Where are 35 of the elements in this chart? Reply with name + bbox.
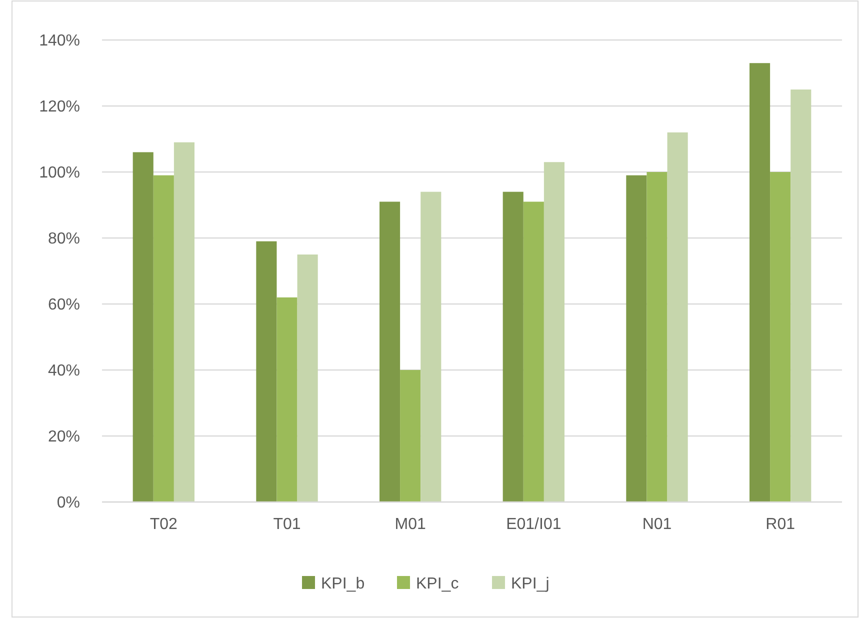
y-tick-label: 0%	[56, 494, 80, 512]
x-tick-label: N01	[642, 516, 672, 533]
bar	[420, 192, 442, 502]
bar	[256, 241, 277, 502]
bar	[523, 202, 544, 502]
y-tick-label: 100%	[39, 164, 80, 182]
y-tick-label: 40%	[48, 362, 80, 380]
x-tick-label: E01/I01	[506, 516, 562, 533]
bar	[770, 172, 791, 502]
bar	[174, 142, 194, 502]
y-tick-label: 20%	[48, 428, 80, 446]
bar	[790, 90, 812, 502]
y-tick-label: 80%	[48, 230, 80, 248]
x-tick-label: T02	[150, 516, 178, 533]
y-tick-label: 60%	[48, 296, 80, 314]
bar	[667, 132, 688, 502]
legend-label: KPI_c	[416, 576, 459, 593]
legend-label: KPI_b	[321, 576, 365, 593]
bar	[297, 254, 318, 502]
legend-label: KPI_j	[511, 576, 550, 593]
bar	[646, 172, 668, 502]
y-tick-label: 120%	[39, 98, 80, 116]
x-tick-label: M01	[394, 516, 426, 533]
bar	[276, 297, 298, 502]
bar	[380, 202, 400, 502]
y-tick-label: 140%	[39, 32, 80, 50]
x-tick-label: T01	[273, 516, 301, 533]
bar	[502, 192, 524, 502]
bar	[153, 175, 174, 502]
bar	[750, 63, 770, 502]
x-tick-label: R01	[766, 516, 796, 533]
bar	[400, 370, 421, 502]
bar	[544, 162, 564, 502]
bar	[132, 152, 154, 502]
bar	[626, 175, 647, 502]
